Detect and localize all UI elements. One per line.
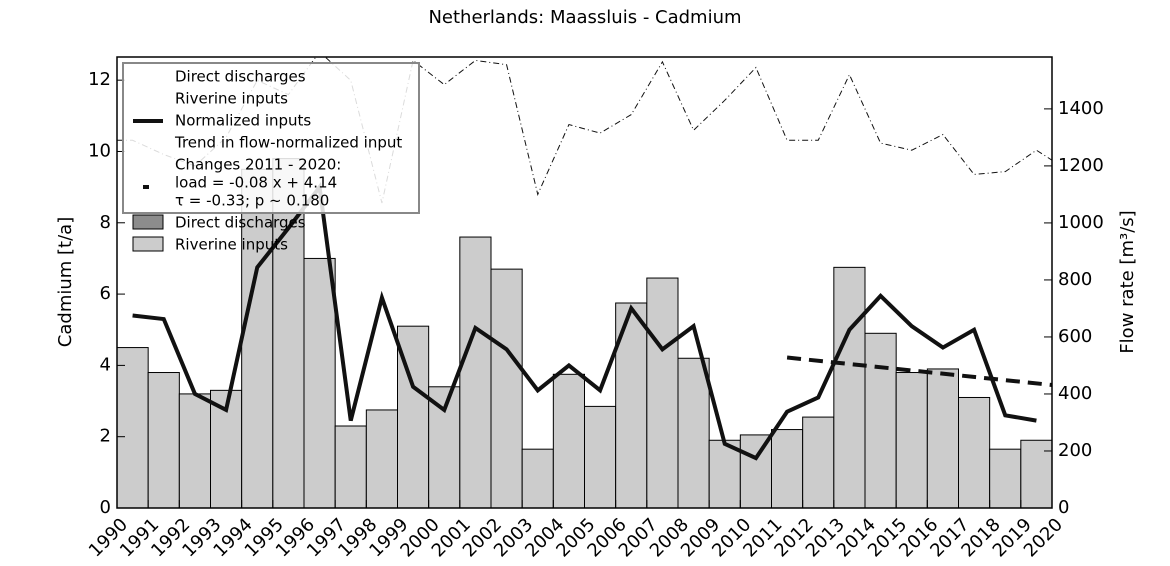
legend-label: Riverine inputs (175, 90, 288, 108)
y2-tick-label: 200 (1058, 440, 1092, 461)
y-tick-label: 6 (100, 283, 111, 304)
y2-tick-label: 1400 (1058, 98, 1104, 119)
y2-axis-label: Flow rate [m³/s] (1117, 210, 1138, 353)
legend: Direct discharges Riverine inputs Normaliz… (122, 62, 420, 254)
bar (833, 266, 866, 508)
bar (365, 409, 399, 508)
chart-title: Netherlands: Maassluis - Cadmium (428, 7, 741, 28)
bar (802, 416, 835, 508)
legend-label: Direct discharges (175, 68, 306, 86)
y-tick-label: 2 (100, 426, 111, 447)
y2-tick-label: 1200 (1058, 155, 1104, 176)
bar (864, 332, 897, 508)
bar (989, 448, 1022, 508)
y-tick-label: 12 (88, 69, 111, 90)
bar (708, 439, 741, 508)
y2-tick-label: 600 (1058, 326, 1092, 347)
y-tick-label: 0 (100, 497, 111, 518)
y2-tick-label: 800 (1058, 269, 1092, 290)
legend-swatch (132, 214, 164, 230)
y2-tick-label: 400 (1058, 383, 1092, 404)
bar (1020, 439, 1052, 508)
bar (771, 429, 804, 508)
plot-area (117, 57, 1052, 508)
bar (303, 257, 336, 508)
y-tick-label: 8 (100, 212, 111, 233)
bar (958, 396, 991, 508)
bar (584, 405, 617, 508)
legend-note: Changes 2011 - 2020: (175, 156, 341, 174)
y2-tick-label: 1000 (1058, 212, 1104, 233)
legend-label: Direct discharges (175, 214, 306, 232)
legend-swatch (132, 236, 164, 252)
bar (895, 372, 928, 508)
y2-tick-label: 0 (1058, 497, 1069, 518)
legend-label: Normalized inputs (175, 112, 311, 130)
bar (739, 434, 772, 508)
line (786, 355, 1052, 387)
line (132, 182, 1037, 461)
bar (117, 347, 149, 508)
legend-box (122, 62, 420, 214)
legend-label: Riverine inputs (175, 236, 288, 254)
bar (677, 357, 710, 508)
y-tick-label: 4 (100, 354, 111, 375)
bar (926, 368, 959, 508)
bar (646, 277, 679, 508)
y-axis-label: Cadmium [t/a] (55, 217, 76, 347)
bar (552, 373, 585, 508)
legend-label: Trend in flow-normalized input (174, 134, 402, 152)
bar (272, 158, 305, 508)
bar (459, 236, 492, 508)
y-tick-label: 10 (88, 140, 111, 161)
legend-note: load = -0.08 x + 4.14 (175, 174, 337, 192)
bar (521, 448, 554, 508)
bar (178, 393, 211, 508)
bar (334, 425, 367, 508)
bar (490, 268, 523, 508)
legend-note: τ = -0.33; p ~ 0.180 (175, 192, 329, 210)
bar (241, 168, 274, 508)
bar (147, 372, 180, 508)
